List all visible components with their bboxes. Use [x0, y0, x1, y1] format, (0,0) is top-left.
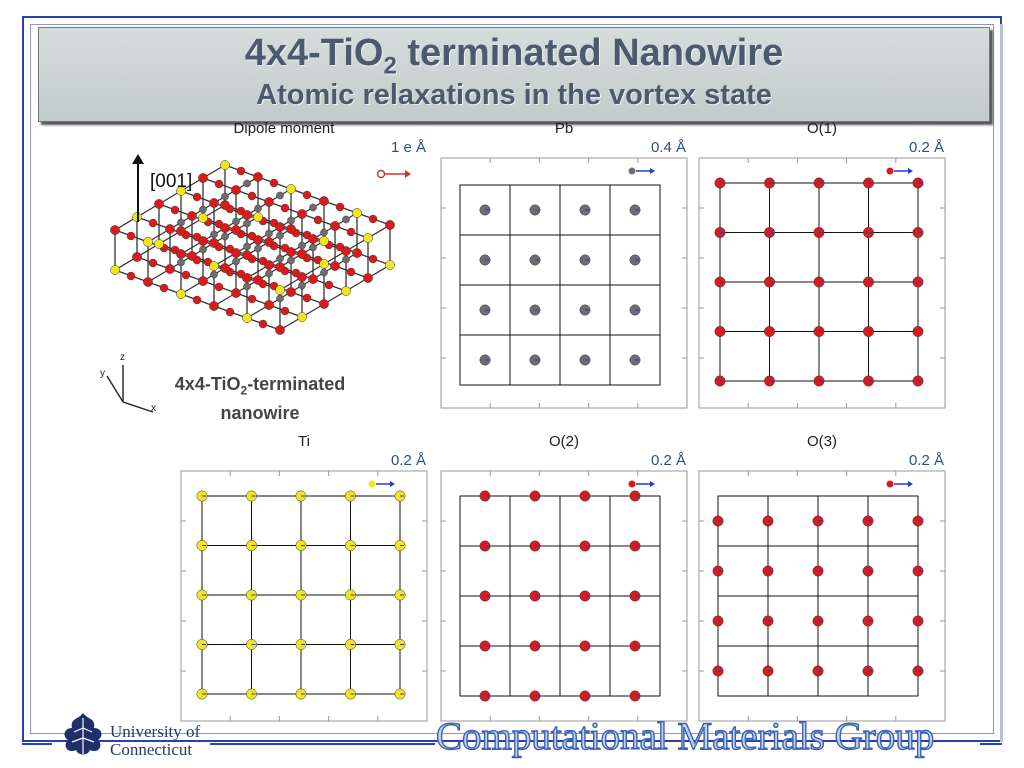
footer-line [22, 743, 52, 745]
coord-label-y: y [100, 368, 105, 379]
coord-label-z: z [120, 352, 125, 363]
dipole-legend-arrow [376, 169, 411, 179]
slide-title: 4x4-TiO2 terminated Nanowire [244, 32, 784, 80]
panel-plot [440, 470, 688, 722]
nanowire-caption: 4x4-TiO2-terminated nanowire [174, 374, 346, 423]
panel-scale: 1 e Å [390, 139, 426, 156]
panel-plot [698, 157, 946, 409]
nanowire-illustration [106, 154, 395, 413]
university-name: University of Connecticut [110, 722, 201, 759]
slide-frame-inner [30, 24, 994, 734]
axis-001-label: [001] [150, 171, 193, 192]
panel-title: Pb [554, 120, 574, 137]
slide-frame-shadow [1000, 24, 1003, 742]
panel-plot [180, 470, 428, 722]
panel-pb: Pb 0.4 Å [440, 120, 688, 413]
panel-title: Dipole moment [233, 120, 335, 137]
panel-ti: Ti 0.2 Å [180, 433, 428, 726]
panel-o1: O(1) 0.2 Å [698, 120, 946, 413]
footer-line [210, 743, 435, 745]
panel-scale: 0.2 Å [908, 139, 944, 156]
coord-label-x: x [151, 403, 156, 414]
panel-plot [440, 157, 688, 409]
panel-o3: O(3) 0.2 Å [698, 433, 946, 726]
title-box: 4x4-TiO2 terminated Nanowire Atomic rela… [38, 27, 990, 122]
oak-leaf-icon [64, 713, 102, 755]
panel-title: O(3) [807, 433, 837, 450]
panel-scale: 0.2 Å [908, 452, 944, 469]
panel-scale: 0.2 Å [390, 452, 426, 469]
panel-scale: 0.4 Å [650, 139, 686, 156]
panel-plot [698, 470, 946, 722]
panel-o2: O(2) 0.2 Å [440, 433, 688, 726]
panel-title: O(2) [549, 433, 579, 450]
panel-scale: 0.2 Å [650, 452, 686, 469]
group-name: Computational Materials Group [435, 714, 935, 758]
footer-line [980, 743, 1002, 745]
panel-title: Ti [298, 433, 310, 450]
slide-subtitle: Atomic relaxations in the vortex state [256, 78, 772, 111]
panel-title: O(1) [807, 120, 837, 137]
